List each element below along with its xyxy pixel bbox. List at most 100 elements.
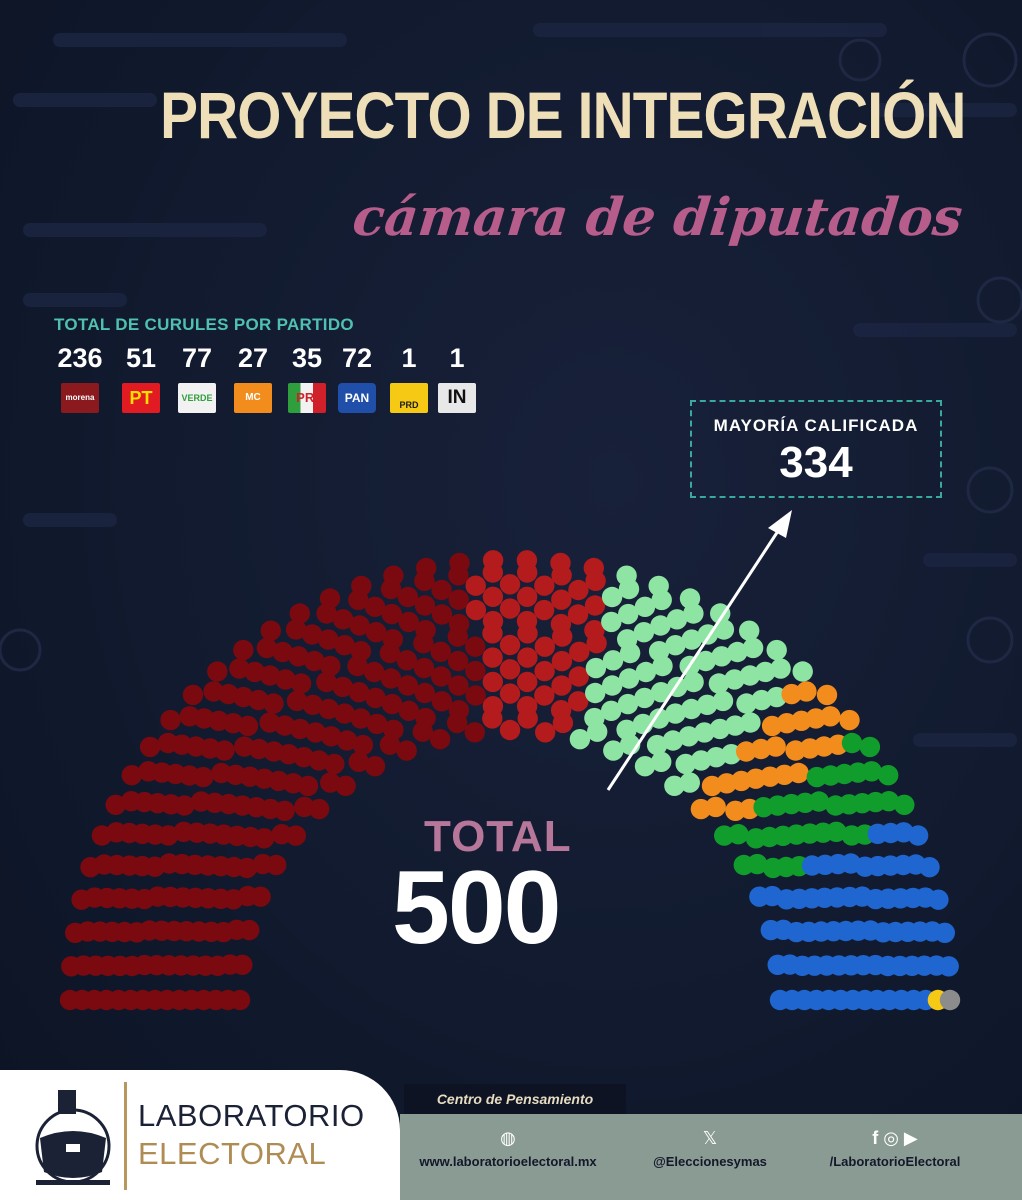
seat-morena bbox=[289, 718, 311, 740]
seat-pri bbox=[841, 732, 863, 754]
seat-pri bbox=[747, 853, 768, 875]
seat-morena bbox=[285, 619, 307, 640]
seat-pri bbox=[878, 765, 899, 786]
seat-morena bbox=[334, 703, 355, 724]
seat-morena bbox=[332, 676, 353, 698]
seat-morena bbox=[250, 886, 271, 907]
seat-pt bbox=[499, 574, 521, 595]
seat-verde bbox=[585, 682, 606, 704]
seat-morena bbox=[272, 641, 293, 663]
seat-morena bbox=[274, 800, 295, 821]
seat-pt bbox=[584, 595, 606, 616]
seat-verde bbox=[665, 635, 686, 656]
website-link[interactable]: ◍ www.laboratorioelectoral.mx bbox=[410, 1126, 606, 1169]
seat-pt bbox=[551, 650, 573, 672]
seat-pri bbox=[878, 791, 899, 812]
website-text: www.laboratorioelectoral.mx bbox=[419, 1154, 597, 1169]
seat-verde bbox=[683, 671, 704, 693]
seat-verde bbox=[792, 661, 813, 682]
seat-pt bbox=[534, 575, 555, 596]
seat-morena bbox=[321, 726, 342, 747]
party-seat-count: 1 bbox=[401, 343, 417, 373]
seat-morena bbox=[334, 635, 355, 656]
seat-morena bbox=[286, 690, 308, 712]
seat-morena bbox=[253, 828, 275, 849]
seat-morena bbox=[416, 557, 437, 579]
seat-verde bbox=[652, 655, 673, 677]
seat-pan bbox=[938, 956, 959, 977]
seat-pt bbox=[465, 575, 486, 596]
seat-morena bbox=[320, 772, 341, 793]
seat-morena bbox=[349, 615, 370, 636]
facebook-instagram-youtube-icons: f ◎ ▶ bbox=[872, 1128, 918, 1148]
seat-morena bbox=[381, 603, 402, 625]
seat-verde bbox=[706, 747, 727, 768]
seat-morena bbox=[174, 795, 195, 816]
seat-morena bbox=[348, 751, 369, 772]
seat-pan bbox=[919, 857, 940, 878]
seat-morena bbox=[413, 657, 435, 679]
seat-morena bbox=[275, 669, 296, 690]
x-handle-text: @Eleccionesymas bbox=[653, 1154, 767, 1169]
seat-verde bbox=[603, 740, 624, 761]
seat-morena bbox=[350, 641, 372, 662]
seat-verde bbox=[618, 578, 640, 600]
seat-morena bbox=[266, 854, 287, 876]
seat-morena bbox=[465, 660, 486, 682]
seat-morena bbox=[383, 565, 404, 586]
seat-verde bbox=[681, 698, 702, 720]
seat-morena bbox=[448, 700, 470, 721]
party-seat-count: 27 bbox=[237, 343, 269, 373]
seat-pt bbox=[517, 647, 538, 668]
seat-verde bbox=[766, 639, 787, 661]
seat-pt bbox=[482, 550, 504, 571]
ballot-box-logo-icon bbox=[35, 1090, 111, 1185]
mc-logo-icon: MC bbox=[234, 383, 272, 413]
party-seat-count: 1 bbox=[449, 343, 465, 373]
seat-morena bbox=[465, 685, 486, 706]
seat-pri bbox=[861, 761, 882, 782]
seat-morena bbox=[336, 730, 358, 751]
in-logo-icon: IN bbox=[438, 383, 476, 413]
seat-morena bbox=[448, 613, 470, 635]
social-link[interactable]: f ◎ ▶ /LaboratorioElectoral bbox=[810, 1126, 980, 1169]
seat-verde bbox=[634, 687, 655, 709]
seat-morena bbox=[193, 766, 214, 788]
seat-morena bbox=[229, 658, 250, 679]
seat-morena bbox=[448, 675, 469, 696]
seat-pt bbox=[551, 675, 572, 696]
parliament-chart bbox=[59, 510, 961, 1011]
seat-verde bbox=[602, 650, 624, 671]
seat-pt bbox=[482, 586, 504, 607]
seat-morena bbox=[414, 682, 435, 704]
seat-verde bbox=[619, 642, 641, 664]
prd-logo-icon: PRD bbox=[390, 383, 428, 413]
seat-morena bbox=[237, 715, 259, 737]
seat-pt bbox=[568, 691, 589, 712]
brand-name-line1: LABORATORIO bbox=[138, 1098, 365, 1133]
seat-pt bbox=[499, 683, 521, 704]
majority-label: MAYORÍA CALIFICADA bbox=[713, 416, 919, 435]
seat-morena bbox=[398, 700, 419, 721]
seat-pri bbox=[859, 736, 881, 758]
party-seat-count: 35 bbox=[291, 343, 323, 373]
seat-verde bbox=[651, 589, 672, 611]
seat-morena bbox=[278, 744, 299, 765]
seat-morena bbox=[382, 629, 403, 650]
seat-morena bbox=[431, 579, 452, 601]
seat-morena bbox=[121, 765, 142, 786]
seat-verde bbox=[662, 730, 684, 751]
seat-morena bbox=[236, 857, 258, 879]
seat-pt bbox=[517, 708, 538, 729]
seat-morena bbox=[381, 693, 403, 715]
x-link[interactable]: 𝕏 @Eleccionesymas bbox=[640, 1126, 780, 1169]
seat-pt bbox=[534, 685, 555, 706]
seat-morena bbox=[415, 707, 436, 729]
seat-pan bbox=[907, 825, 929, 846]
seat-morena bbox=[447, 650, 469, 672]
party-pan: 72 PAN bbox=[334, 345, 380, 413]
seat-morena bbox=[398, 611, 419, 633]
seat-verde bbox=[650, 615, 671, 636]
seat-verde bbox=[666, 609, 688, 630]
